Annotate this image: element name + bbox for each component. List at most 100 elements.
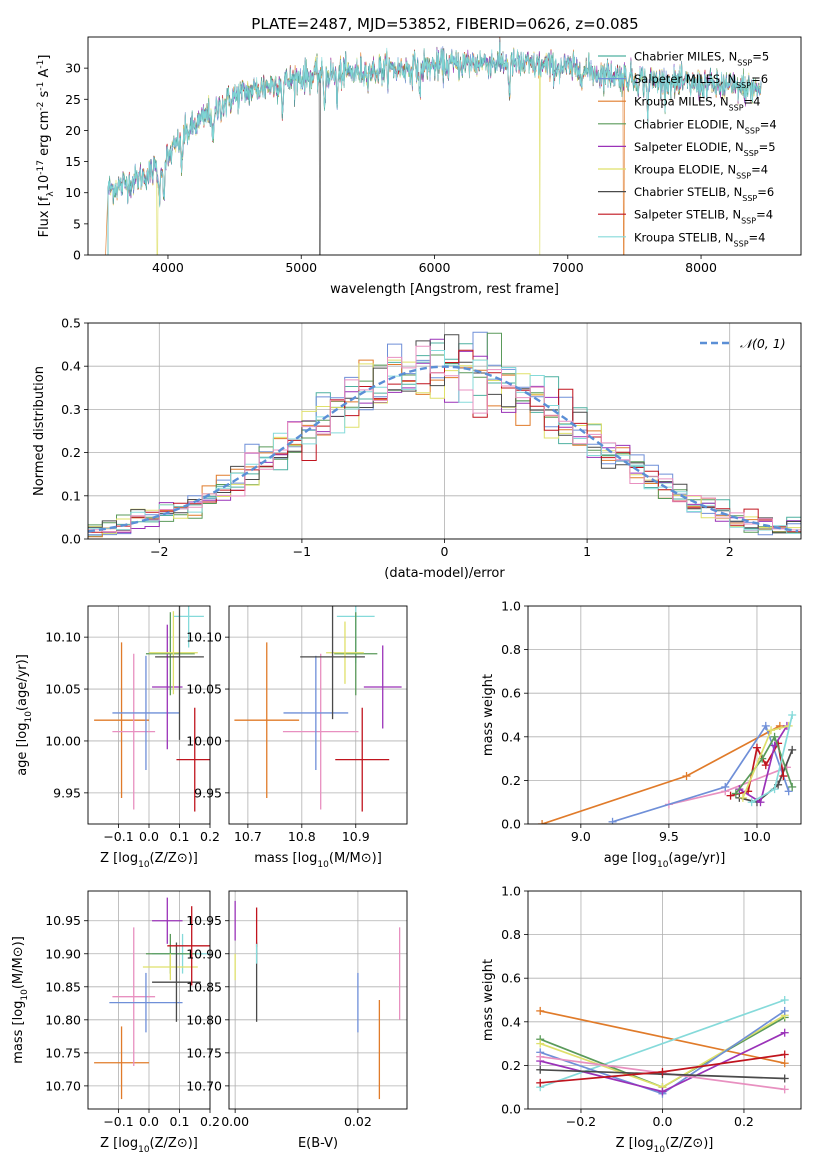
- spectrum-line: [107, 42, 762, 255]
- errorbar-point: [94, 1026, 149, 1100]
- errorbar-point: [112, 927, 156, 1067]
- errorbar-point: [363, 645, 402, 729]
- x-tick-label: −0.1: [103, 829, 133, 844]
- y-tick-label: 10.00: [186, 733, 222, 748]
- plus-marker: [752, 743, 761, 752]
- plus-marker: [536, 1052, 545, 1061]
- y-tick-label: 10.05: [45, 682, 81, 697]
- y-tick-label: 10.10: [186, 630, 222, 645]
- y-tick-label: 10.90: [45, 946, 81, 961]
- y-tick-label: 10.85: [186, 979, 222, 994]
- errorbar-point: [142, 953, 198, 981]
- plus-marker: [780, 1074, 789, 1083]
- y-axis-label: Flux [fλ10-17 erg cm-2 s-1 A-1]: [36, 55, 56, 238]
- x-axis-label: (data-model)/error: [384, 566, 505, 581]
- x-axis-label: wavelength [Angstrom, rest frame]: [330, 282, 559, 297]
- plus-marker: [770, 785, 779, 794]
- plus-marker: [779, 772, 788, 781]
- x-axis-label: age [log10(age/yr)]: [604, 851, 726, 870]
- legend-label: Kroupa MILES, NSSP=4: [634, 95, 760, 113]
- massweight-line: [541, 725, 781, 824]
- y-tick-label: 0: [73, 248, 81, 263]
- plus-marker: [780, 1050, 789, 1059]
- spectrum-plot-area: [105, 37, 762, 255]
- y-tick-label: 10.90: [186, 946, 222, 961]
- x-tick-label: 0.1: [170, 829, 190, 844]
- x-tick-label: 10.7: [234, 829, 262, 844]
- errorbar-point: [334, 612, 378, 696]
- plus-marker: [731, 789, 740, 798]
- x-tick-label: 5000: [285, 260, 317, 275]
- x-tick-label: −2: [150, 544, 168, 559]
- x-axis-label: Z [log10(Z/Z⊙)]: [100, 1136, 198, 1155]
- x-tick-label: 0.1: [170, 1114, 190, 1129]
- y-axis-label: mass weight: [481, 959, 496, 1041]
- y-tick-label: 0.0: [501, 817, 521, 832]
- y-tick-label: 10.75: [45, 1045, 81, 1060]
- plus-marker: [721, 782, 730, 791]
- y-axis-label: Normed distribution: [32, 366, 47, 496]
- legend-label: Salpeter ELODIE, NSSP=5: [634, 140, 776, 158]
- axes-frame: [527, 890, 802, 1110]
- x-tick-label: 10.9: [342, 829, 370, 844]
- errorbar-point: [282, 653, 359, 810]
- mass_vs_ebv-ticks: 0.00 0.02 10.70 10.75 10.80 10.85 10.90 10.95: [186, 913, 372, 1129]
- x-tick-label: 0.0: [139, 829, 159, 844]
- mass_vs_ebv-panel: 0.00 0.02 10.70 10.75 10.80 10.85 10.90 10.95 E(…: [186, 890, 408, 1151]
- age_vs_mass-plot-area: [229, 606, 407, 824]
- massweight_vs_Z-panel: −0.2 0.0 0.2 0.0 0.2 0.4 0.6 0.8 1.0 Z [log10(Z/Z…: [481, 884, 802, 1155]
- x-axis-label: Z [log10(Z/Z⊙)]: [616, 1136, 714, 1155]
- massweight_vs_age-plot-area: [528, 606, 801, 824]
- x-tick-label: 0.02: [344, 1114, 372, 1129]
- axes-frame: [87, 890, 211, 1110]
- massweight_vs_Z-plot-area: [528, 891, 801, 1109]
- plus-marker: [788, 711, 797, 719]
- axes-frame: [527, 605, 802, 825]
- y-tick-label: 30: [65, 61, 81, 76]
- errorbar-point: [234, 642, 300, 799]
- axes-frame: [87, 322, 802, 540]
- errorbar-point: [109, 972, 183, 1033]
- errorbar-point: [335, 707, 390, 812]
- massweight-line: [612, 724, 790, 823]
- y-tick-label: 1.0: [501, 884, 521, 899]
- y-tick-label: 0.2: [61, 445, 81, 460]
- gaussian-curve: [88, 365, 799, 533]
- y-tick-label: 0.2: [501, 773, 521, 788]
- y-tick-label: 1.0: [501, 599, 521, 614]
- spectrum-panel: 4000 5000 6000 7000 8000 0 5 10 15 20 25 30 waveleng…: [36, 36, 802, 297]
- errorbar-point: [176, 707, 210, 812]
- residuals-plot-area: [88, 323, 801, 539]
- age_vs_Z-plot-area: [88, 606, 210, 824]
- y-tick-label: 9.95: [53, 785, 81, 800]
- y-tick-label: 10.05: [186, 682, 222, 697]
- legend-label: 𝒩(0, 1): [740, 336, 786, 351]
- x-tick-label: 6000: [419, 260, 451, 275]
- y-tick-label: 0.2: [501, 1058, 521, 1073]
- y-tick-label: 10.10: [45, 630, 81, 645]
- y-tick-label: 0.4: [61, 359, 81, 374]
- y-tick-label: 10.70: [186, 1078, 222, 1093]
- errorbar-point: [112, 653, 156, 810]
- mass_vs_Z-panel: −0.1 0.0 0.1 0.2 10.70 10.75 10.80 10.85 10.90 10…: [11, 890, 220, 1155]
- y-tick-label: 0.1: [61, 488, 81, 503]
- x-axis-label: Z [log10(Z/Z⊙)]: [100, 851, 198, 870]
- errorbar-point: [173, 606, 204, 648]
- massweight_vs_Z-ticks: −0.2 0.0 0.2 0.0 0.2 0.4 0.6 0.8 1.0: [501, 884, 754, 1130]
- residuals-panel: −2 −1 0 1 2 0.0 0.1 0.2 0.3 0.4 0.5 (data-model)/er…: [32, 316, 802, 581]
- plus-marker: [780, 1006, 789, 1015]
- x-tick-label: 0.2: [734, 1114, 754, 1129]
- y-tick-label: 0.6: [501, 686, 521, 701]
- massweight-line: [735, 734, 794, 795]
- plus-marker: [780, 1059, 789, 1068]
- errorbar-point: [112, 655, 180, 771]
- y-tick-label: 10.80: [45, 1012, 81, 1027]
- massweight-line: [540, 1010, 785, 1065]
- axes-frame: [228, 605, 408, 825]
- y-tick-label: 20: [65, 123, 81, 138]
- mass_vs_ebv-plot-area: [229, 891, 407, 1109]
- y-tick-label: 0.8: [501, 927, 521, 942]
- y-axis-label: mass [log10(M/M⊙)]: [11, 936, 30, 1064]
- x-tick-label: 10.8: [288, 829, 316, 844]
